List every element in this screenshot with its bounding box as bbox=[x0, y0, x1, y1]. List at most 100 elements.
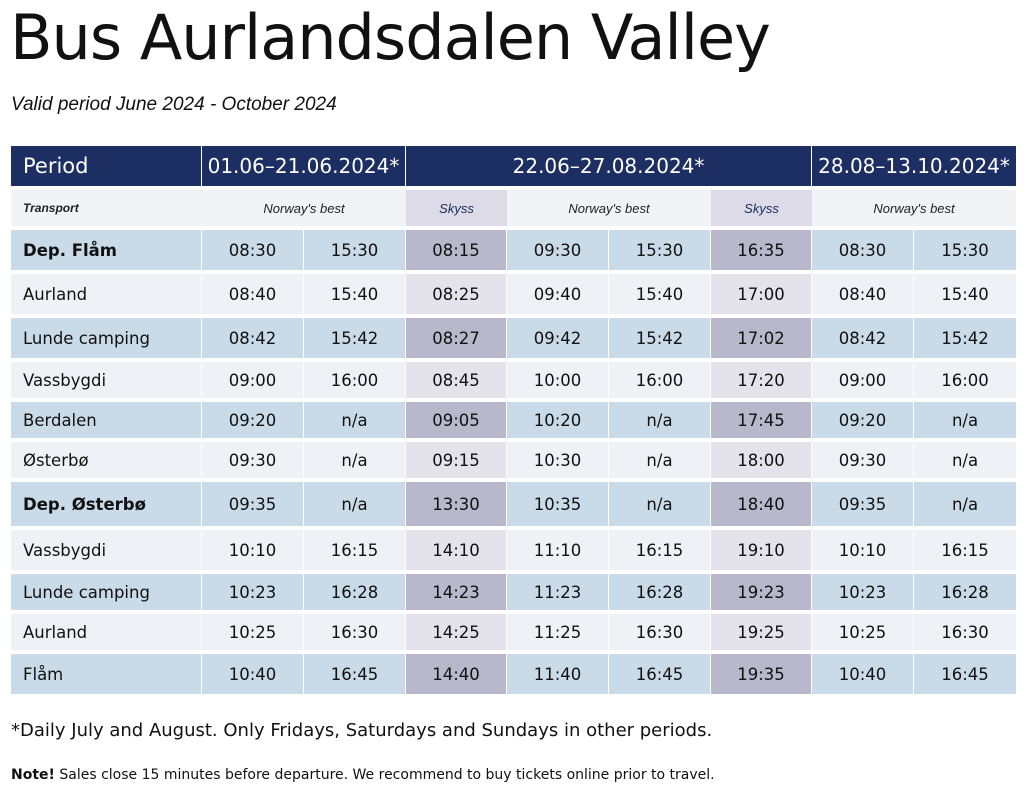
departure-time: 09:42 bbox=[507, 318, 609, 358]
departure-time: 10:20 bbox=[507, 402, 609, 438]
period-header-row: Period 01.06–21.06.2024* 22.06–27.08.202… bbox=[11, 146, 1017, 186]
timetable-row: Flåm 10:40 16:45 14:40 11:40 16:45 19:35 10:40 1… bbox=[11, 654, 1017, 694]
departure-time: 18:40 bbox=[711, 482, 813, 526]
departure-time: 16:35 bbox=[711, 230, 813, 270]
departure-time: 19:23 bbox=[711, 574, 813, 610]
departure-time: 10:00 bbox=[507, 362, 609, 398]
departure-time: 19:35 bbox=[711, 654, 813, 694]
departure-time: 09:15 bbox=[406, 442, 507, 478]
departure-time: 14:40 bbox=[406, 654, 507, 694]
departure-time: 17:00 bbox=[711, 274, 813, 314]
departure-time: 08:40 bbox=[202, 274, 304, 314]
timetable-row: Dep. Flåm 08:30 15:30 08:15 09:30 15:30 16:35 0… bbox=[11, 230, 1017, 270]
departure-time: 08:45 bbox=[406, 362, 507, 398]
departure-time: 09:20 bbox=[202, 402, 304, 438]
departure-time: 09:00 bbox=[812, 362, 915, 398]
departure-time: 16:45 bbox=[914, 654, 1017, 694]
departure-time: 15:40 bbox=[914, 274, 1017, 314]
timetable-row: Aurland 10:25 16:30 14:25 11:25 16:30 19:25 10:… bbox=[11, 614, 1017, 650]
departure-time: 16:45 bbox=[304, 654, 406, 694]
transport-row: Transport Norway's best Skyss Norway's b… bbox=[11, 190, 1017, 226]
departure-time: 16:00 bbox=[914, 362, 1017, 398]
departure-time: 15:30 bbox=[304, 230, 406, 270]
departure-time: 15:30 bbox=[609, 230, 711, 270]
departure-time: 14:10 bbox=[406, 530, 507, 570]
departure-time: 11:10 bbox=[507, 530, 609, 570]
departure-time: 15:40 bbox=[304, 274, 406, 314]
timetable-row: Østerbø 09:30 n/a 09:15 10:30 n/a 18:00 09:30 n/… bbox=[11, 442, 1017, 478]
timetable-row: Vassbygdi 10:10 16:15 14:10 11:10 16:15 19:10 1… bbox=[11, 530, 1017, 570]
departure-time: 15:42 bbox=[609, 318, 711, 358]
stop-name: Dep. Flåm bbox=[11, 230, 202, 270]
departure-time: 16:15 bbox=[304, 530, 406, 570]
timetable-row: Lunde camping 08:42 15:42 08:27 09:42 15:42 17… bbox=[11, 318, 1017, 358]
departure-time: 10:10 bbox=[202, 530, 304, 570]
departure-time: n/a bbox=[914, 442, 1017, 478]
timetable-row: Dep. Østerbø 09:35 n/a 13:30 10:35 n/a 18:40 09… bbox=[11, 482, 1017, 526]
departure-time: n/a bbox=[304, 442, 406, 478]
departure-time: 09:20 bbox=[812, 402, 915, 438]
departure-time: 17:02 bbox=[711, 318, 813, 358]
stop-name: Vassbygdi bbox=[11, 530, 202, 570]
departure-time: 08:40 bbox=[812, 274, 915, 314]
departure-time: 16:00 bbox=[609, 362, 711, 398]
operator-cell: Norway's best bbox=[812, 190, 1017, 226]
sales-note: Note! Sales close 15 minutes before depa… bbox=[11, 767, 715, 783]
departure-time: 11:25 bbox=[507, 614, 609, 650]
stop-name: Lunde camping bbox=[11, 574, 202, 610]
departure-time: n/a bbox=[609, 442, 711, 478]
stop-name: Dep. Østerbø bbox=[11, 482, 202, 526]
departure-time: 14:23 bbox=[406, 574, 507, 610]
departure-time: 18:00 bbox=[711, 442, 813, 478]
departure-time: 10:35 bbox=[507, 482, 609, 526]
departure-time: 17:20 bbox=[711, 362, 813, 398]
departure-time: 16:45 bbox=[609, 654, 711, 694]
bus-timetable: Period 01.06–21.06.2024* 22.06–27.08.202… bbox=[11, 146, 1017, 694]
departure-time: 19:10 bbox=[711, 530, 813, 570]
departure-time: 10:40 bbox=[202, 654, 304, 694]
operator-cell: Skyss bbox=[406, 190, 507, 226]
stop-name: Aurland bbox=[11, 614, 202, 650]
operator-cell: Norway's best bbox=[507, 190, 711, 226]
departure-time: 16:00 bbox=[304, 362, 406, 398]
departure-time: 09:30 bbox=[812, 442, 915, 478]
departure-time: 10:23 bbox=[812, 574, 915, 610]
departure-time: 09:35 bbox=[202, 482, 304, 526]
departure-time: 08:25 bbox=[406, 274, 507, 314]
departure-time: 10:40 bbox=[812, 654, 915, 694]
period-3: 28.08–13.10.2024* bbox=[812, 146, 1017, 186]
period-label: Period bbox=[11, 146, 202, 186]
departure-time: 09:35 bbox=[812, 482, 915, 526]
departure-time: 15:42 bbox=[304, 318, 406, 358]
departure-time: 16:28 bbox=[304, 574, 406, 610]
period-1: 01.06–21.06.2024* bbox=[202, 146, 406, 186]
timetable-row: Aurland 08:40 15:40 08:25 09:40 15:40 17:00 08:… bbox=[11, 274, 1017, 314]
departure-time: 13:30 bbox=[406, 482, 507, 526]
departure-time: 16:15 bbox=[914, 530, 1017, 570]
departure-time: 09:40 bbox=[507, 274, 609, 314]
departure-time: 16:28 bbox=[914, 574, 1017, 610]
stop-name: Flåm bbox=[11, 654, 202, 694]
departure-time: 14:25 bbox=[406, 614, 507, 650]
departure-time: 08:42 bbox=[202, 318, 304, 358]
departure-time: 10:23 bbox=[202, 574, 304, 610]
operator-cell: Skyss bbox=[711, 190, 813, 226]
note-label: Note! bbox=[11, 767, 55, 783]
stop-name: Berdalen bbox=[11, 402, 202, 438]
departure-time: 19:25 bbox=[711, 614, 813, 650]
departure-time: 09:30 bbox=[507, 230, 609, 270]
departure-time: 09:00 bbox=[202, 362, 304, 398]
note-text: Sales close 15 minutes before departure.… bbox=[54, 767, 715, 783]
departure-time: 15:42 bbox=[914, 318, 1017, 358]
departure-time: 17:45 bbox=[711, 402, 813, 438]
departure-time: 15:30 bbox=[914, 230, 1017, 270]
period-2: 22.06–27.08.2024* bbox=[406, 146, 813, 186]
departure-time: 08:30 bbox=[202, 230, 304, 270]
departure-time: 08:42 bbox=[812, 318, 915, 358]
departure-time: 08:27 bbox=[406, 318, 507, 358]
departure-time: 10:10 bbox=[812, 530, 915, 570]
operator-cell: Norway's best bbox=[202, 190, 406, 226]
departure-time: 09:05 bbox=[406, 402, 507, 438]
departure-time: 10:25 bbox=[202, 614, 304, 650]
departure-time: 08:15 bbox=[406, 230, 507, 270]
